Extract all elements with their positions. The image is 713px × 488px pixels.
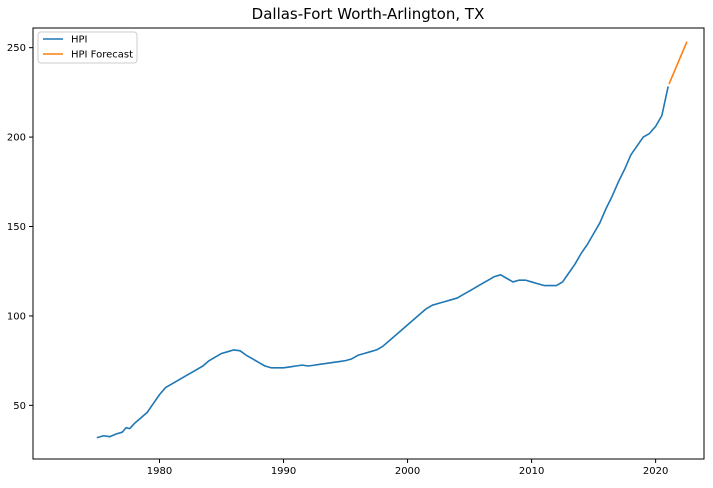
x-axis: 1980 1990 2000 2010 2020 (147, 459, 669, 477)
x-tick-label: 1980 (147, 466, 172, 477)
y-tick-label: 50 (13, 401, 26, 412)
x-tick-label: 2020 (643, 466, 668, 477)
legend-label-hpi-forecast: HPI Forecast (71, 50, 133, 61)
x-tick-label: 1990 (271, 466, 296, 477)
y-tick-label: 200 (7, 133, 26, 144)
legend-label-hpi: HPI (71, 35, 88, 46)
chart-title: Dallas-Fort Worth-Arlington, TX (252, 5, 485, 23)
y-axis: 50 100 150 200 250 (7, 43, 33, 412)
y-tick-label: 150 (7, 222, 26, 233)
x-tick-label: 2000 (395, 466, 420, 477)
y-tick-label: 100 (7, 311, 26, 322)
legend: HPI HPI Forecast (38, 32, 137, 63)
x-tick-label: 2010 (519, 466, 544, 477)
plot-area (33, 28, 704, 459)
y-tick-label: 250 (7, 43, 26, 54)
